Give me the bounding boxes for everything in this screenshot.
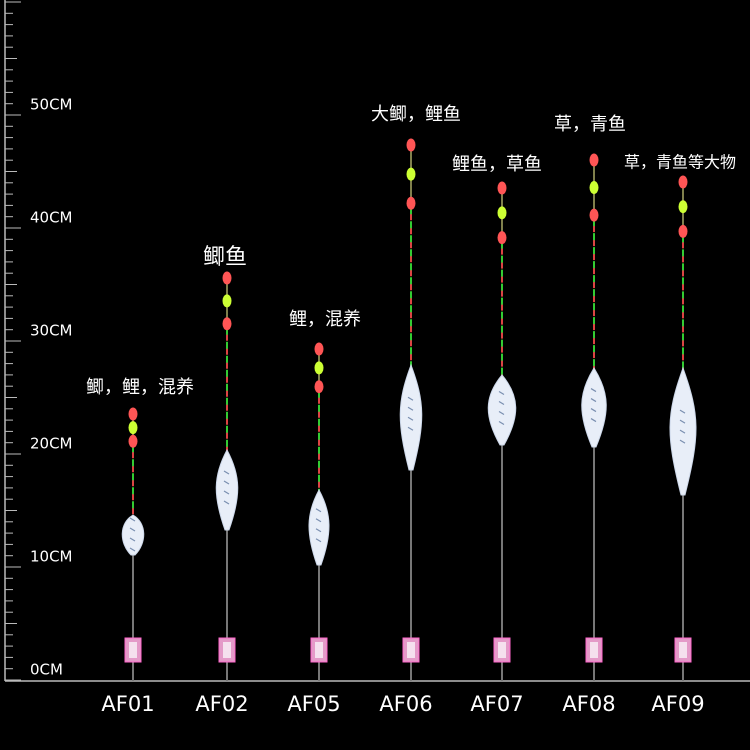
- float-caption: 草，青鱼: [554, 114, 626, 135]
- body-pattern: [223, 470, 230, 475]
- float-name: AF01: [101, 692, 154, 716]
- body-pattern: [129, 527, 136, 532]
- float-body: [581, 367, 607, 448]
- float-name: AF06: [379, 692, 432, 716]
- float-body: [487, 374, 517, 446]
- body-pattern: [129, 517, 136, 522]
- body-pattern: [679, 439, 686, 444]
- body-pattern: [129, 547, 136, 552]
- float-name: AF05: [287, 692, 340, 716]
- bead: [678, 175, 688, 189]
- float-name: AF07: [470, 692, 523, 716]
- bead: [128, 407, 138, 421]
- ruler-label: 30CM: [30, 322, 73, 340]
- bead: [128, 421, 138, 435]
- body-pattern: [590, 418, 597, 423]
- ruler-label: 50CM: [30, 96, 73, 114]
- body-pattern: [590, 408, 597, 413]
- body-pattern: [407, 426, 414, 431]
- body-pattern: [315, 508, 322, 513]
- float-tag-inner: [498, 642, 506, 658]
- content: 0CM 10CM 20CM 30CM 40CM 50CM 鲫，鲤，混养 AF01 鲫鱼 AF02 鲤…: [5, 1, 736, 716]
- float-caption: 大鲫，鲤鱼: [371, 104, 461, 125]
- body-pattern: [590, 388, 597, 393]
- bead: [314, 361, 324, 375]
- body-pattern: [129, 537, 136, 542]
- body-pattern: [223, 490, 230, 495]
- bead: [589, 208, 599, 222]
- float-caption: 鲫，鲤，混养: [86, 377, 194, 398]
- body-pattern: [498, 410, 505, 416]
- float-body: [215, 448, 239, 531]
- bead: [406, 138, 416, 152]
- bead: [222, 271, 232, 285]
- float-tag-inner: [679, 642, 687, 658]
- body-pattern: [590, 398, 597, 403]
- ruler-label: 0CM: [30, 661, 63, 679]
- bead: [678, 224, 688, 238]
- bead: [497, 206, 507, 220]
- body-pattern: [407, 396, 414, 401]
- body-pattern: [498, 420, 505, 426]
- float-tag-inner: [590, 642, 598, 658]
- ruler-label: 20CM: [30, 435, 73, 453]
- body-pattern: [498, 390, 505, 396]
- bead: [314, 342, 324, 356]
- float-name: AF02: [195, 692, 248, 716]
- body-pattern: [315, 528, 322, 533]
- body-pattern: [223, 480, 230, 485]
- bead: [128, 434, 138, 448]
- float-caption: 草，青鱼等大物: [624, 153, 736, 172]
- bead: [497, 231, 507, 245]
- bead: [497, 181, 507, 195]
- float-tag-inner: [223, 642, 231, 658]
- float-body: [121, 514, 145, 556]
- bead: [222, 317, 232, 331]
- float-caption: 鲤，混养: [289, 309, 361, 330]
- body-pattern: [407, 416, 414, 421]
- bead: [406, 196, 416, 210]
- body-pattern: [679, 409, 686, 414]
- bead: [678, 200, 688, 214]
- float-name: AF08: [562, 692, 615, 716]
- body-pattern: [679, 429, 686, 434]
- bead: [589, 181, 599, 195]
- float-tag-inner: [407, 642, 415, 658]
- float-tag-inner: [315, 642, 323, 658]
- ruler-label: 40CM: [30, 209, 73, 227]
- float-caption: 鲫鱼: [203, 245, 247, 270]
- float-caption: 鲤鱼，草鱼: [452, 154, 542, 175]
- float-tag-inner: [129, 642, 137, 658]
- body-pattern: [223, 500, 230, 505]
- body-pattern: [498, 400, 505, 406]
- bead: [406, 167, 416, 181]
- ruler-label: 10CM: [30, 548, 73, 566]
- body-pattern: [315, 518, 322, 523]
- float-body: [308, 488, 330, 566]
- bead: [314, 380, 324, 394]
- body-pattern: [315, 538, 322, 543]
- float-body: [399, 363, 423, 471]
- body-pattern: [679, 419, 686, 424]
- body-pattern: [407, 406, 414, 411]
- bead: [222, 294, 232, 308]
- float-name: AF09: [651, 692, 704, 716]
- bead: [589, 153, 599, 167]
